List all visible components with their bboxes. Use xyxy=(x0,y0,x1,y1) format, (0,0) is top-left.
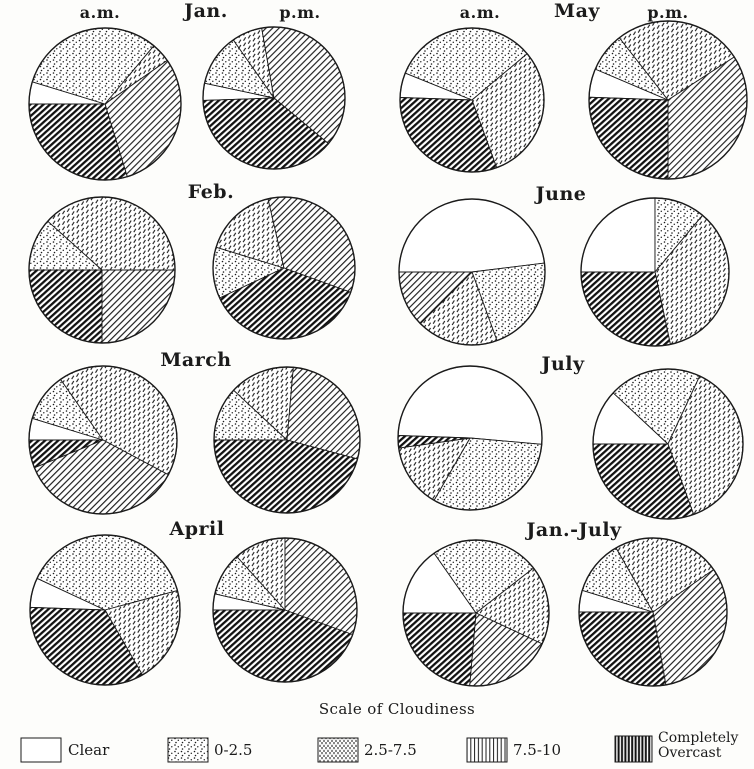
pie-march-am xyxy=(28,365,178,515)
legend-title: Scale of Cloudiness xyxy=(318,700,476,718)
row-label-march: March xyxy=(160,349,232,371)
legend-label-2-5-7-5: 2.5-7.5 xyxy=(364,741,417,759)
header-pm-left: p.m. xyxy=(279,3,321,22)
pie-feb-pm xyxy=(212,196,356,340)
pie-may-pm xyxy=(588,20,748,180)
pie-april-am xyxy=(29,534,181,686)
legend-label-overcast: Completely Overcast xyxy=(658,730,739,762)
header-month-jan: Jan. xyxy=(184,0,228,22)
legend-swatch-2-5-7-5 xyxy=(317,737,359,763)
legend-swatch-7-5-10 xyxy=(466,737,508,763)
pie-jan-pm xyxy=(202,26,346,170)
legend-label-7-5-10: 7.5-10 xyxy=(513,741,562,759)
pie-may-am xyxy=(399,27,545,173)
legend-swatch-overcast xyxy=(614,735,653,763)
header-am-right: a.m. xyxy=(459,3,501,22)
pie-july-am xyxy=(397,365,543,511)
pie-april-pm xyxy=(212,537,358,683)
pie-march-pm xyxy=(213,366,361,514)
row-label-april: April xyxy=(169,518,225,540)
header-pm-right: p.m. xyxy=(647,3,689,22)
row-label-feb: Feb. xyxy=(187,181,235,203)
legend-swatch-0-2-5 xyxy=(167,737,209,763)
pie-janjuly-pm xyxy=(578,537,728,687)
pie-june-am xyxy=(398,198,546,346)
row-label-june: June xyxy=(535,183,587,205)
legend-label-clear: Clear xyxy=(68,741,110,759)
row-label-janjuly: Jan.-July xyxy=(526,519,622,541)
pie-feb-am xyxy=(28,196,176,344)
row-label-july: July xyxy=(541,353,585,375)
pie-june-pm xyxy=(580,197,730,347)
legend-swatch-clear xyxy=(20,737,62,763)
legend-label-0-2-5: 0-2.5 xyxy=(214,741,253,759)
pie-jan-am xyxy=(28,27,182,181)
pie-july-pm xyxy=(592,368,744,520)
header-am-left: a.m. xyxy=(79,3,121,22)
pie-janjuly-am xyxy=(402,539,550,687)
header-month-may: May xyxy=(554,0,600,22)
